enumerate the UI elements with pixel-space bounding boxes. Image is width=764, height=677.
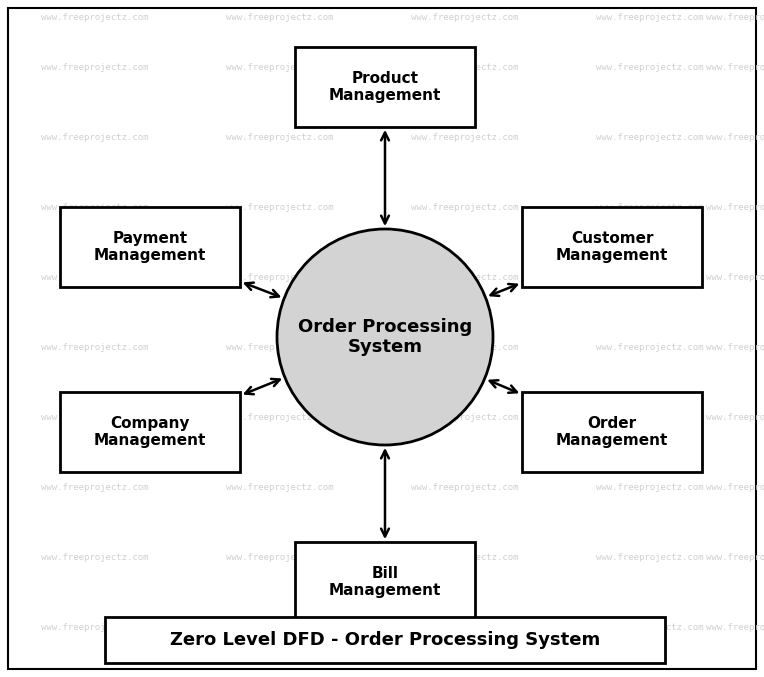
Text: www.freeprojectz.com: www.freeprojectz.com <box>41 12 149 22</box>
Text: www.freeprojectz.com: www.freeprojectz.com <box>226 412 334 422</box>
Text: www.freeprojectz.com: www.freeprojectz.com <box>226 12 334 22</box>
Text: www.freeprojectz.com: www.freeprojectz.com <box>226 62 334 72</box>
FancyBboxPatch shape <box>295 542 475 622</box>
Text: www.freeprojectz.com: www.freeprojectz.com <box>41 622 149 632</box>
Text: www.freeprojectz.com: www.freeprojectz.com <box>596 622 704 632</box>
Text: Order Processing
System: Order Processing System <box>298 318 472 356</box>
Text: www.freeprojectz.com: www.freeprojectz.com <box>596 552 704 561</box>
FancyBboxPatch shape <box>105 617 665 663</box>
Text: www.freeprojectz.com: www.freeprojectz.com <box>226 622 334 632</box>
Text: www.freeprojectz.com: www.freeprojectz.com <box>226 133 334 141</box>
Text: www.freeprojectz.com: www.freeprojectz.com <box>226 273 334 282</box>
Text: www.freeprojectz.com: www.freeprojectz.com <box>411 62 519 72</box>
Text: www.freeprojectz.com: www.freeprojectz.com <box>706 552 764 561</box>
Text: www.freeprojectz.com: www.freeprojectz.com <box>706 202 764 211</box>
Text: www.freeprojectz.com: www.freeprojectz.com <box>706 62 764 72</box>
Text: www.freeprojectz.com: www.freeprojectz.com <box>41 133 149 141</box>
Text: www.freeprojectz.com: www.freeprojectz.com <box>41 483 149 492</box>
Text: www.freeprojectz.com: www.freeprojectz.com <box>411 202 519 211</box>
Text: www.freeprojectz.com: www.freeprojectz.com <box>411 412 519 422</box>
Text: www.freeprojectz.com: www.freeprojectz.com <box>411 343 519 351</box>
Text: www.freeprojectz.com: www.freeprojectz.com <box>41 202 149 211</box>
Text: Order
Management: Order Management <box>556 416 668 448</box>
Text: www.freeprojectz.com: www.freeprojectz.com <box>596 483 704 492</box>
Text: www.freeprojectz.com: www.freeprojectz.com <box>41 62 149 72</box>
Text: www.freeprojectz.com: www.freeprojectz.com <box>226 483 334 492</box>
Text: www.freeprojectz.com: www.freeprojectz.com <box>411 273 519 282</box>
Text: www.freeprojectz.com: www.freeprojectz.com <box>411 622 519 632</box>
Text: www.freeprojectz.com: www.freeprojectz.com <box>411 552 519 561</box>
Text: www.freeprojectz.com: www.freeprojectz.com <box>41 552 149 561</box>
FancyBboxPatch shape <box>522 392 702 472</box>
Text: Payment
Management: Payment Management <box>94 231 206 263</box>
Text: www.freeprojectz.com: www.freeprojectz.com <box>41 273 149 282</box>
FancyBboxPatch shape <box>295 47 475 127</box>
FancyBboxPatch shape <box>60 392 240 472</box>
Text: www.freeprojectz.com: www.freeprojectz.com <box>706 622 764 632</box>
Text: www.freeprojectz.com: www.freeprojectz.com <box>706 273 764 282</box>
Text: www.freeprojectz.com: www.freeprojectz.com <box>706 133 764 141</box>
Text: www.freeprojectz.com: www.freeprojectz.com <box>226 343 334 351</box>
Text: Bill
Management: Bill Management <box>329 566 441 598</box>
Text: www.freeprojectz.com: www.freeprojectz.com <box>226 552 334 561</box>
FancyBboxPatch shape <box>60 207 240 287</box>
Text: www.freeprojectz.com: www.freeprojectz.com <box>226 202 334 211</box>
Text: www.freeprojectz.com: www.freeprojectz.com <box>596 62 704 72</box>
Text: www.freeprojectz.com: www.freeprojectz.com <box>596 343 704 351</box>
Text: www.freeprojectz.com: www.freeprojectz.com <box>411 133 519 141</box>
Text: www.freeprojectz.com: www.freeprojectz.com <box>411 483 519 492</box>
Text: www.freeprojectz.com: www.freeprojectz.com <box>706 12 764 22</box>
Text: www.freeprojectz.com: www.freeprojectz.com <box>596 133 704 141</box>
Text: www.freeprojectz.com: www.freeprojectz.com <box>706 343 764 351</box>
Text: Product
Management: Product Management <box>329 71 441 103</box>
Text: www.freeprojectz.com: www.freeprojectz.com <box>596 412 704 422</box>
Text: www.freeprojectz.com: www.freeprojectz.com <box>596 12 704 22</box>
Text: www.freeprojectz.com: www.freeprojectz.com <box>596 202 704 211</box>
Text: Zero Level DFD - Order Processing System: Zero Level DFD - Order Processing System <box>170 631 601 649</box>
Text: www.freeprojectz.com: www.freeprojectz.com <box>596 273 704 282</box>
Text: www.freeprojectz.com: www.freeprojectz.com <box>706 483 764 492</box>
Text: Customer
Management: Customer Management <box>556 231 668 263</box>
Text: www.freeprojectz.com: www.freeprojectz.com <box>706 412 764 422</box>
Text: www.freeprojectz.com: www.freeprojectz.com <box>41 343 149 351</box>
FancyBboxPatch shape <box>522 207 702 287</box>
Text: www.freeprojectz.com: www.freeprojectz.com <box>41 412 149 422</box>
Text: www.freeprojectz.com: www.freeprojectz.com <box>411 12 519 22</box>
Circle shape <box>277 229 493 445</box>
Text: Company
Management: Company Management <box>94 416 206 448</box>
